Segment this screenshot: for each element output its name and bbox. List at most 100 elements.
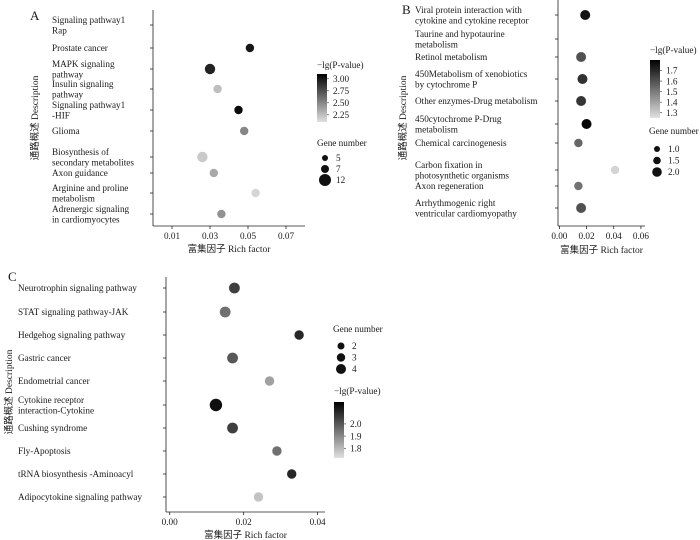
data-point (576, 52, 587, 62)
y-tick-label: Biosynthesis of secondary metabolites (52, 147, 134, 168)
panel-letter-a: A (30, 8, 40, 23)
y-tick-label: Cushing syndrome (18, 423, 87, 433)
size-legend-title: Gene number (317, 138, 367, 148)
data-point (245, 43, 255, 53)
color-legend-label: 2.75 (333, 86, 349, 96)
color-legend-label: 1.7 (666, 66, 678, 76)
data-point (574, 138, 583, 148)
y-tick-label: Prostate cancer (52, 43, 108, 53)
y-tick-label: Endometrial cancer (18, 376, 90, 386)
color-legend-label: 1.4 (666, 97, 678, 107)
data-point (234, 105, 243, 115)
x-tick-label: 0.02 (579, 231, 595, 241)
data-point (272, 446, 282, 456)
data-point (574, 181, 583, 191)
data-point (229, 282, 240, 294)
data-point (227, 352, 238, 364)
size-legend-dot (322, 155, 328, 161)
color-legend-title: −lg(P-value) (317, 60, 364, 70)
data-point (287, 469, 297, 479)
y-tick-label: Fly-Apoptosis (18, 446, 71, 456)
y-axis-label: 通路概述 Description (3, 349, 15, 434)
color-legend-label: 2.0 (350, 419, 362, 429)
data-point (197, 151, 208, 163)
size-legend-label: 1.5 (668, 156, 680, 166)
size-legend-label: 4 (352, 364, 357, 374)
y-tick-label: Retinol metabolism (415, 52, 487, 62)
size-legend-dot (321, 165, 329, 173)
size-legend-dot (652, 167, 662, 177)
y-tick-label: Taurine and hypotaurine metabolism (415, 29, 505, 50)
x-tick-label: 0.00 (551, 231, 567, 241)
y-tick-label: Axon regeneration (415, 181, 484, 191)
y-tick-label: Axon guidance (52, 168, 108, 178)
y-tick-label: Cytokine receptor interaction-Cytokine (18, 395, 94, 416)
x-tick-label: 0.04 (606, 231, 622, 241)
size-legend-label: 1.0 (668, 144, 680, 154)
data-point (217, 209, 226, 219)
data-point (294, 330, 304, 340)
y-tick-label: Chemical carcinogenesis (415, 138, 507, 148)
color-legend-bar (334, 402, 344, 458)
data-point (219, 306, 231, 318)
size-legend-dot (653, 156, 661, 165)
y-tick-label: Insulin signaling pathway (52, 79, 114, 100)
y-tick-label: Hedgehog signaling pathway (18, 330, 126, 340)
data-point (213, 84, 222, 94)
size-legend-dot (319, 174, 331, 186)
color-legend-label: 1.8 (350, 443, 362, 453)
x-tick-label: 0.02 (236, 517, 252, 527)
x-axis-label: 富集因子 Rich factor (204, 529, 288, 540)
color-legend-label: 1.6 (666, 76, 678, 86)
color-legend-title: −lg(P-value) (334, 386, 381, 396)
color-legend-label: 2.50 (333, 98, 349, 108)
y-tick-label: Arginine and proline metabolism (52, 183, 128, 204)
color-legend-label: 3.00 (333, 74, 349, 84)
color-legend-label: 1.3 (666, 108, 678, 118)
color-legend-label: 1.9 (350, 431, 362, 441)
size-legend-title: Gene number (333, 324, 383, 334)
color-legend-bar (650, 60, 660, 118)
size-legend-title: Gene number (649, 126, 699, 136)
data-point (576, 203, 587, 213)
panel-letter-c: C (8, 269, 17, 284)
y-tick-label: Neurotrophin signaling pathway (18, 283, 137, 293)
x-axis-label: 富集因子 Rich factor (560, 244, 644, 256)
y-tick-label: STAT signaling pathway-JAK (18, 307, 129, 317)
panel-letter-b: B (402, 2, 411, 17)
data-point (209, 168, 218, 178)
data-point (240, 126, 249, 136)
y-tick-label: 450cytochrome P-Drug metabolism (415, 114, 502, 135)
data-point (251, 188, 260, 198)
x-axis-label: 富集因子 Rich factor (188, 243, 272, 255)
data-point (253, 492, 264, 502)
size-legend-dot (654, 146, 660, 152)
data-point (577, 74, 588, 84)
y-tick-label: Gastric cancer (18, 353, 71, 363)
data-point (576, 96, 587, 106)
size-legend-label: 2.0 (668, 167, 680, 177)
y-tick-label: Glioma (52, 126, 80, 136)
x-tick-label: 0.04 (310, 517, 326, 527)
y-tick-label: Viral protein interaction with cytokine a… (415, 5, 529, 26)
size-legend-label: 2 (352, 341, 357, 351)
y-axis-label: 通路概述 Description (397, 75, 409, 160)
data-point (580, 10, 591, 20)
size-legend-dot (336, 353, 346, 362)
size-legend-label: 5 (336, 153, 341, 163)
data-point (227, 422, 238, 434)
x-tick-label: 0.07 (278, 231, 294, 241)
x-tick-label: 0.03 (202, 231, 218, 241)
panel-c: C 0.00 0.02 0.04 富集因子 Rich factor 通路概述 Descri… (3, 269, 383, 540)
y-tick-label: Signaling pathway1 Rap (52, 15, 126, 36)
size-legend-dot (337, 342, 345, 350)
size-legend-dot (336, 364, 346, 374)
data-point (264, 376, 275, 386)
y-tick-label: Adrenergic signaling in cardiomyocytes (52, 204, 130, 225)
data-point (581, 119, 592, 129)
y-tick-label: 450Metabolism of xenobiotics by cytochrom… (415, 69, 528, 90)
panel-b: B 0.00 0.02 0.04 0.06 富集因子 Rich factor 通路概述 De… (397, 0, 699, 256)
x-tick-label: 0.01 (164, 231, 180, 241)
y-tick-label: tRNA biosynthesis -Aminoacyl (18, 469, 134, 479)
size-legend-label: 3 (352, 353, 357, 363)
